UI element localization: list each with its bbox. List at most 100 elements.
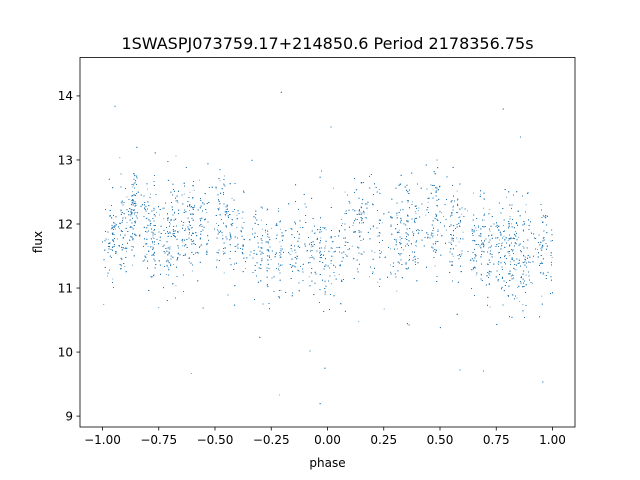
data-point [396, 290, 398, 292]
data-point [480, 273, 482, 275]
data-point [359, 211, 361, 213]
data-point [107, 275, 108, 277]
data-point [147, 218, 149, 220]
data-point [415, 213, 417, 215]
data-point [462, 231, 464, 233]
data-point [170, 223, 171, 225]
data-point [130, 215, 132, 217]
data-point [191, 270, 193, 272]
data-point [199, 245, 201, 247]
data-point [452, 255, 454, 257]
data-point [236, 227, 238, 228]
data-point [507, 240, 509, 241]
data-point [279, 241, 281, 243]
data-point [455, 245, 457, 247]
data-point [412, 201, 413, 203]
data-point [399, 239, 401, 241]
data-point [540, 248, 542, 250]
data-point [131, 186, 133, 188]
data-point [132, 212, 134, 214]
data-point [381, 222, 383, 224]
data-point [499, 239, 500, 241]
data-point [268, 242, 269, 244]
data-point [334, 275, 336, 277]
data-point [150, 193, 151, 195]
data-point [400, 222, 402, 224]
data-point [510, 261, 511, 263]
data-point [270, 259, 272, 260]
data-point [489, 271, 491, 273]
data-point [310, 246, 312, 248]
data-point [311, 255, 313, 256]
data-point [119, 228, 120, 230]
data-point [489, 230, 491, 232]
data-point [114, 225, 115, 227]
data-point [503, 236, 505, 238]
data-point [475, 274, 477, 276]
data-point [475, 267, 477, 269]
data-point [457, 212, 459, 214]
data-point [192, 232, 194, 234]
data-point [476, 229, 478, 231]
data-point [241, 226, 243, 228]
data-point [378, 189, 380, 191]
data-point [158, 214, 160, 216]
data-point [279, 255, 281, 256]
data-point [541, 261, 542, 263]
data-point [222, 234, 224, 236]
data-point [415, 245, 417, 247]
data-point [537, 249, 538, 250]
data-point [177, 202, 179, 203]
data-point [182, 241, 184, 243]
data-point [163, 218, 165, 220]
data-point [467, 210, 468, 212]
data-point [498, 252, 499, 254]
data-point [165, 247, 166, 249]
data-point [107, 239, 109, 241]
data-point [522, 304, 524, 306]
data-point [192, 226, 193, 228]
data-point [223, 183, 225, 185]
data-point [363, 213, 365, 215]
data-point [442, 216, 444, 217]
data-point [183, 193, 185, 195]
data-point [146, 253, 148, 255]
data-point [201, 244, 203, 246]
data-point [291, 250, 293, 252]
data-point [344, 191, 346, 193]
data-point [543, 216, 545, 218]
data-point [156, 211, 157, 213]
data-point [321, 231, 323, 233]
data-point [320, 237, 322, 239]
data-point [280, 245, 282, 247]
data-point [241, 217, 243, 219]
data-point [166, 274, 167, 275]
data-point [361, 253, 363, 255]
data-point [483, 219, 485, 221]
data-point [511, 294, 513, 296]
data-point [308, 257, 310, 259]
data-point [216, 223, 217, 224]
data-point [189, 210, 190, 212]
data-point [126, 196, 128, 198]
data-point [266, 236, 268, 238]
data-point [509, 255, 511, 257]
data-point [339, 247, 341, 249]
data-point [163, 207, 165, 209]
data-point [431, 236, 433, 238]
data-point [498, 264, 500, 266]
data-point [461, 253, 463, 254]
data-point [515, 231, 516, 233]
data-point [132, 249, 133, 251]
data-point [278, 270, 280, 271]
data-point [169, 231, 171, 233]
data-point [130, 214, 131, 216]
data-point [551, 257, 553, 258]
data-point [192, 184, 194, 186]
data-point [132, 264, 133, 266]
data-point [408, 260, 410, 261]
data-point [389, 264, 391, 266]
data-point [243, 245, 244, 247]
